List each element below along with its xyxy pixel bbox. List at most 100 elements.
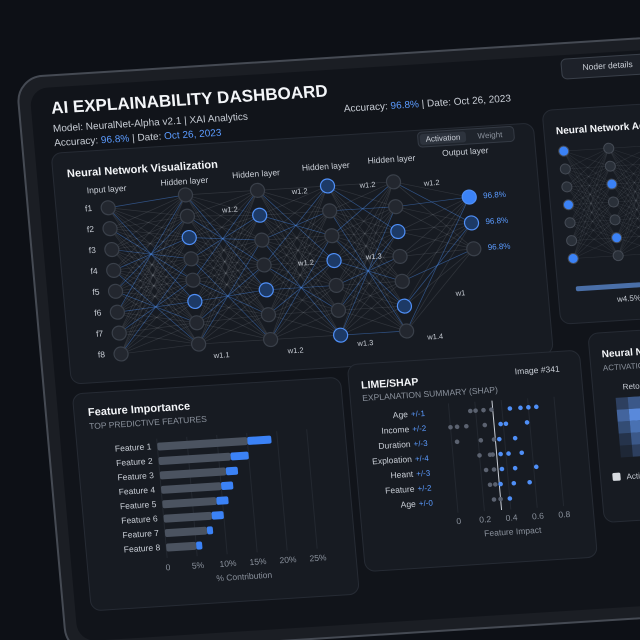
feature-label: Age: [392, 409, 408, 420]
input-label: f5: [92, 287, 100, 297]
weight-label: w1.4: [426, 332, 444, 342]
input-label: f8: [97, 349, 105, 359]
edge: [196, 289, 267, 324]
edge: [327, 185, 401, 257]
node: [606, 178, 618, 190]
edge: [261, 239, 337, 286]
edge: [331, 235, 407, 332]
edge: [268, 210, 330, 315]
activation-panel: [588, 320, 640, 523]
edge: [259, 210, 330, 216]
edge: [336, 256, 401, 286]
edge: [259, 214, 337, 286]
weight-label: w1.3: [356, 338, 374, 348]
edge: [118, 194, 186, 334]
edge: [395, 206, 472, 224]
edge: [259, 214, 335, 261]
toggle-option[interactable]: Activation: [425, 133, 460, 144]
grid-line: [276, 431, 288, 551]
node: [106, 262, 122, 278]
edge: [617, 163, 640, 256]
edge: [187, 215, 262, 241]
edge: [117, 216, 188, 313]
edge: [331, 206, 396, 237]
edge: [329, 210, 403, 282]
edge: [109, 228, 192, 260]
feature-chart: 0 5% 10% 15% 20% 25% % Contribution Feature 1 Fe…: [114, 429, 327, 583]
edge: [572, 183, 613, 259]
edge: [265, 185, 328, 291]
edge: [566, 186, 619, 256]
edge: [109, 228, 198, 323]
checkbox[interactable]: [612, 472, 621, 481]
edge: [270, 260, 335, 340]
edge: [610, 145, 640, 167]
tablet: AI EXPLAINABILITY DASHBOARD Model: Neura…: [17, 30, 640, 640]
edge: [611, 183, 640, 236]
edge: [194, 215, 260, 302]
category-label: Feature 3: [117, 470, 155, 482]
edge: [192, 279, 267, 291]
edge: [263, 185, 328, 266]
bar-label: w4.5%: [616, 293, 640, 304]
edge: [266, 285, 337, 291]
edge: [569, 222, 619, 256]
edge: [108, 207, 188, 217]
node: [179, 208, 196, 224]
edge: [340, 231, 399, 336]
edge: [340, 206, 397, 336]
edge: [187, 190, 258, 217]
node: [324, 228, 340, 244]
edge: [191, 258, 265, 266]
node: [322, 203, 338, 219]
x-tick-label: 10%: [219, 558, 237, 569]
heat-cell: [617, 420, 631, 434]
details-button[interactable]: [560, 53, 640, 80]
edge: [113, 270, 197, 324]
edge: [121, 343, 199, 355]
feature-label: Exploation: [372, 454, 413, 466]
edge: [402, 248, 474, 282]
edge: [185, 194, 267, 291]
grid-line: [306, 429, 318, 549]
edge: [610, 165, 640, 200]
details-label[interactable]: Noder details: [582, 59, 633, 72]
layer-label: Output layer: [442, 145, 489, 158]
edge: [563, 150, 619, 256]
point: [512, 465, 518, 471]
edge: [185, 194, 269, 315]
edge: [617, 216, 640, 256]
edge: [399, 222, 472, 257]
output-value: 96.8%: [483, 190, 506, 200]
edge: [108, 207, 190, 238]
edge: [565, 165, 611, 170]
edge: [616, 198, 640, 238]
category-label: Feature 4: [118, 485, 156, 497]
edge: [340, 181, 394, 336]
checkbox-label[interactable]: Activation: [626, 470, 640, 481]
image-selector[interactable]: Image #341: [514, 364, 560, 377]
edge: [113, 194, 186, 271]
bar: [158, 452, 231, 465]
toggle-active[interactable]: [419, 131, 467, 145]
edge: [393, 181, 475, 250]
edge: [617, 181, 640, 256]
edge: [399, 196, 470, 257]
edge: [115, 258, 192, 292]
bar: [166, 541, 197, 552]
network: Input layer Hidden layer Hidden layer Hidde…: [85, 145, 511, 362]
edge: [404, 196, 470, 307]
edge: [613, 180, 640, 203]
edge: [568, 183, 613, 206]
edge: [331, 235, 401, 257]
edge: [270, 185, 328, 340]
input-label: f1: [85, 203, 93, 213]
edge: [333, 260, 405, 307]
edge: [608, 147, 640, 164]
edge: [610, 165, 640, 218]
edge: [263, 264, 337, 286]
edge: [616, 163, 640, 238]
node: [392, 248, 408, 264]
toggle-option[interactable]: Weight: [477, 130, 503, 141]
range-label: +/-1: [411, 409, 426, 419]
